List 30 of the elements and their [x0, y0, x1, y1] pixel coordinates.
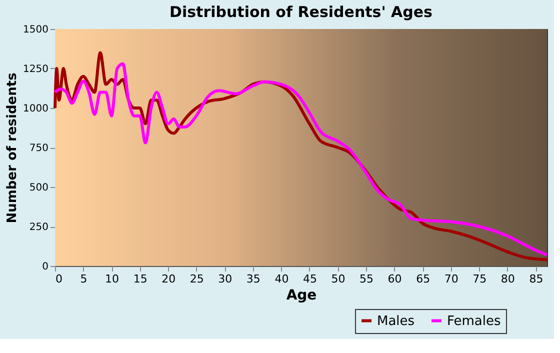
x-axis-title: Age	[286, 288, 317, 304]
y-tick-label: 250	[29, 222, 48, 233]
x-tick-label: 0	[56, 272, 62, 286]
x-tick-label: 15	[133, 272, 148, 286]
y-axis-title: Number of residents	[5, 72, 20, 224]
x-tick-label: 25	[190, 272, 204, 286]
x-tick-label: 75	[472, 272, 487, 286]
y-tick-label: 1250	[23, 64, 48, 75]
legend-label: Females	[447, 314, 502, 329]
chart-title: Distribution of Residents' Ages	[170, 3, 433, 21]
legend-label: Males	[377, 314, 415, 329]
x-tick-label: 55	[360, 272, 374, 286]
x-tick-label: 20	[162, 272, 176, 286]
x-tick-label: 80	[500, 272, 515, 286]
x-tick-label: 60	[388, 272, 402, 286]
y-tick-label: 750	[29, 143, 48, 154]
y-tick-label: 500	[29, 182, 48, 194]
x-tick-label: 30	[218, 272, 232, 286]
x-tick-label: 45	[302, 272, 317, 286]
x-tick-label: 70	[444, 272, 458, 286]
y-tick-label: 0	[42, 262, 48, 272]
y-tick-label: 1000	[23, 104, 48, 114]
x-tick-label: 35	[246, 272, 260, 286]
x-tick-label: 10	[105, 272, 120, 286]
x-tick-label: 85	[529, 272, 544, 286]
x-tick-label: 65	[416, 272, 430, 286]
x-tick-label: 5	[80, 272, 88, 286]
x-tick-label: 50	[331, 272, 346, 286]
x-tick-label: 40	[274, 272, 289, 286]
y-tick-label: 1500	[23, 24, 48, 36]
